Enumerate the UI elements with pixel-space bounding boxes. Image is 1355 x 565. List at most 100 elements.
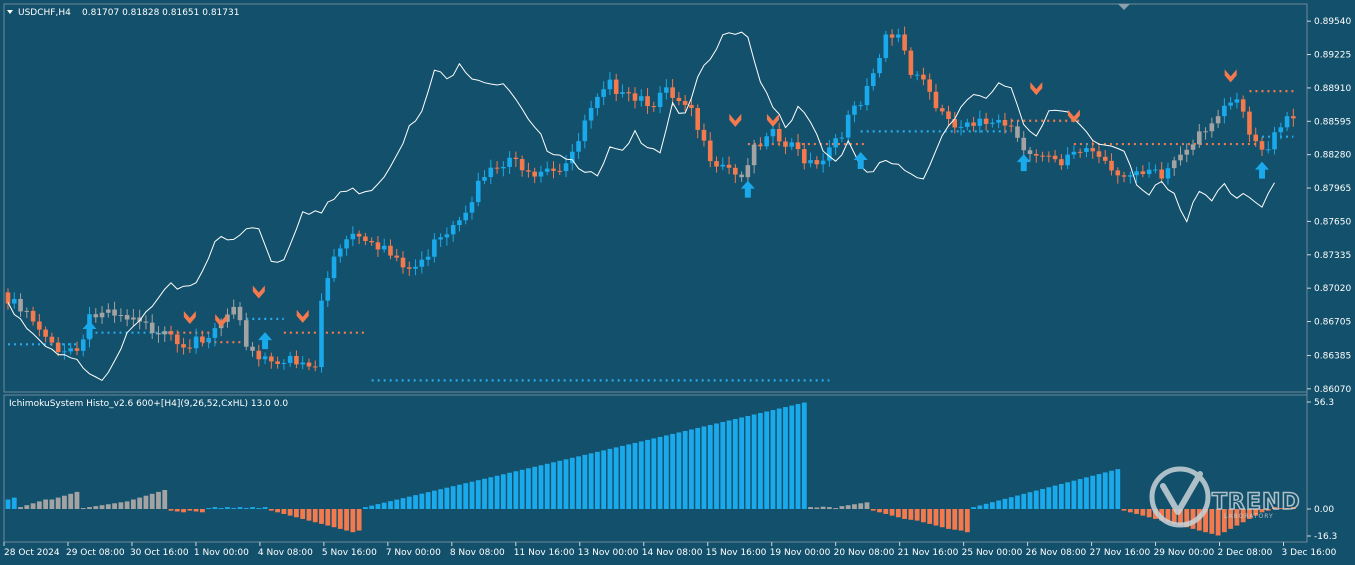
- histogram-bar: [400, 498, 406, 509]
- time-tick-label: 5 Nov 16:00: [322, 548, 377, 558]
- candle-body: [394, 255, 400, 258]
- histogram-bar: [237, 507, 243, 509]
- histogram-bar: [1121, 509, 1127, 511]
- histogram-bar: [1058, 483, 1064, 509]
- histogram-bar: [206, 508, 212, 510]
- candle-body: [181, 344, 186, 348]
- time-tick-label: 14 Nov 08:00: [642, 548, 703, 558]
- candle-body: [682, 101, 688, 105]
- histogram-bar: [1096, 474, 1102, 509]
- histogram-bar: [1077, 479, 1083, 509]
- candle-body: [933, 91, 939, 109]
- histogram-bar: [1253, 509, 1259, 516]
- candle-body: [595, 96, 600, 108]
- histogram-bar: [1209, 509, 1215, 534]
- histogram-bar: [5, 499, 11, 509]
- candle-body: [1165, 168, 1171, 179]
- candle-body: [814, 160, 820, 165]
- histogram-bar: [1002, 498, 1008, 509]
- candle-body: [206, 337, 211, 343]
- candle-body: [977, 118, 983, 126]
- sell-arrow-icon: [215, 314, 228, 328]
- histogram-bar: [676, 432, 682, 509]
- candle-body: [1259, 141, 1265, 150]
- histogram-bar: [68, 493, 74, 509]
- lagging-span-line: [7, 31, 1275, 382]
- candle-body: [381, 245, 387, 250]
- time-tick-label: 1 Nov 00:00: [194, 548, 249, 558]
- candle-body: [1278, 127, 1284, 133]
- time-tick-label: 13 Nov 00:00: [578, 548, 639, 558]
- histogram-bar: [776, 408, 782, 509]
- histogram-bar: [1040, 488, 1045, 509]
- candle-body: [18, 298, 23, 312]
- price-tick-label: 0.87335: [1314, 251, 1351, 261]
- histogram-bar: [281, 509, 287, 514]
- histogram-bar: [381, 502, 387, 509]
- candle-body: [1002, 119, 1008, 126]
- histogram-bar: [663, 435, 669, 509]
- time-tick-label: 27 Nov 16:00: [1090, 548, 1151, 558]
- signal-arrows: [82, 69, 1269, 350]
- histogram-bar: [1127, 509, 1133, 513]
- candle-body: [287, 355, 293, 363]
- candle-body: [701, 129, 707, 141]
- candle-body: [952, 119, 958, 128]
- candle-body: [889, 34, 895, 38]
- time-tick-label: 8 Nov 08:00: [450, 548, 505, 558]
- candle-body: [338, 248, 343, 257]
- candle-body: [306, 362, 312, 367]
- indicator-axis: 56.3 0.00 -16.3: [1307, 398, 1337, 542]
- candle-body: [896, 34, 901, 38]
- histogram-bar: [438, 489, 444, 509]
- histogram-bar: [231, 508, 237, 510]
- candle-body: [11, 298, 17, 304]
- candle-body: [507, 157, 512, 167]
- histogram-bar: [858, 503, 864, 509]
- histogram-bar: [137, 497, 143, 509]
- candle-body: [613, 79, 619, 94]
- histogram-bar: [268, 509, 274, 511]
- candle-body: [1228, 102, 1233, 106]
- candle-body: [739, 174, 744, 178]
- candle-body: [714, 161, 719, 167]
- candle-body: [118, 315, 124, 317]
- scroll-marker-icon[interactable]: [1118, 4, 1130, 10]
- candle-body: [1234, 99, 1240, 103]
- histogram-bar: [833, 508, 839, 510]
- histogram-bar: [1221, 509, 1227, 533]
- candle-body: [457, 220, 462, 226]
- histogram-bar: [902, 509, 908, 519]
- price-tick-label: 0.87965: [1314, 184, 1351, 194]
- candle-body: [726, 164, 732, 168]
- candle-body: [657, 92, 663, 108]
- candle-body: [707, 140, 713, 162]
- price-tick-label: 0.89225: [1314, 51, 1351, 61]
- histogram-bar: [513, 471, 519, 509]
- candle-body: [106, 309, 111, 313]
- candle-body: [827, 147, 832, 161]
- histogram-bar: [551, 462, 556, 509]
- histogram-bar: [1215, 509, 1221, 536]
- histogram-bar: [1278, 508, 1284, 510]
- candle-body: [1153, 169, 1158, 171]
- histogram-bar: [538, 465, 544, 509]
- sell-arrow-icon: [296, 309, 309, 323]
- histogram-bar: [732, 418, 738, 509]
- candle-body: [1203, 131, 1208, 133]
- candle-body: [996, 119, 1001, 123]
- histogram-bar: [181, 509, 186, 513]
- candle-body: [946, 111, 951, 120]
- candle-body: [1171, 160, 1177, 169]
- histogram-bar: [964, 509, 970, 533]
- collapse-triangle-icon[interactable]: [7, 10, 13, 14]
- candle-body: [312, 366, 318, 368]
- histogram-bar: [707, 424, 713, 509]
- histogram-bar: [820, 506, 826, 509]
- candle-body: [369, 240, 374, 243]
- histogram-bar: [1146, 509, 1152, 518]
- histogram-bar: [977, 505, 983, 509]
- histogram-bar: [112, 503, 117, 509]
- histogram-bar: [933, 509, 939, 526]
